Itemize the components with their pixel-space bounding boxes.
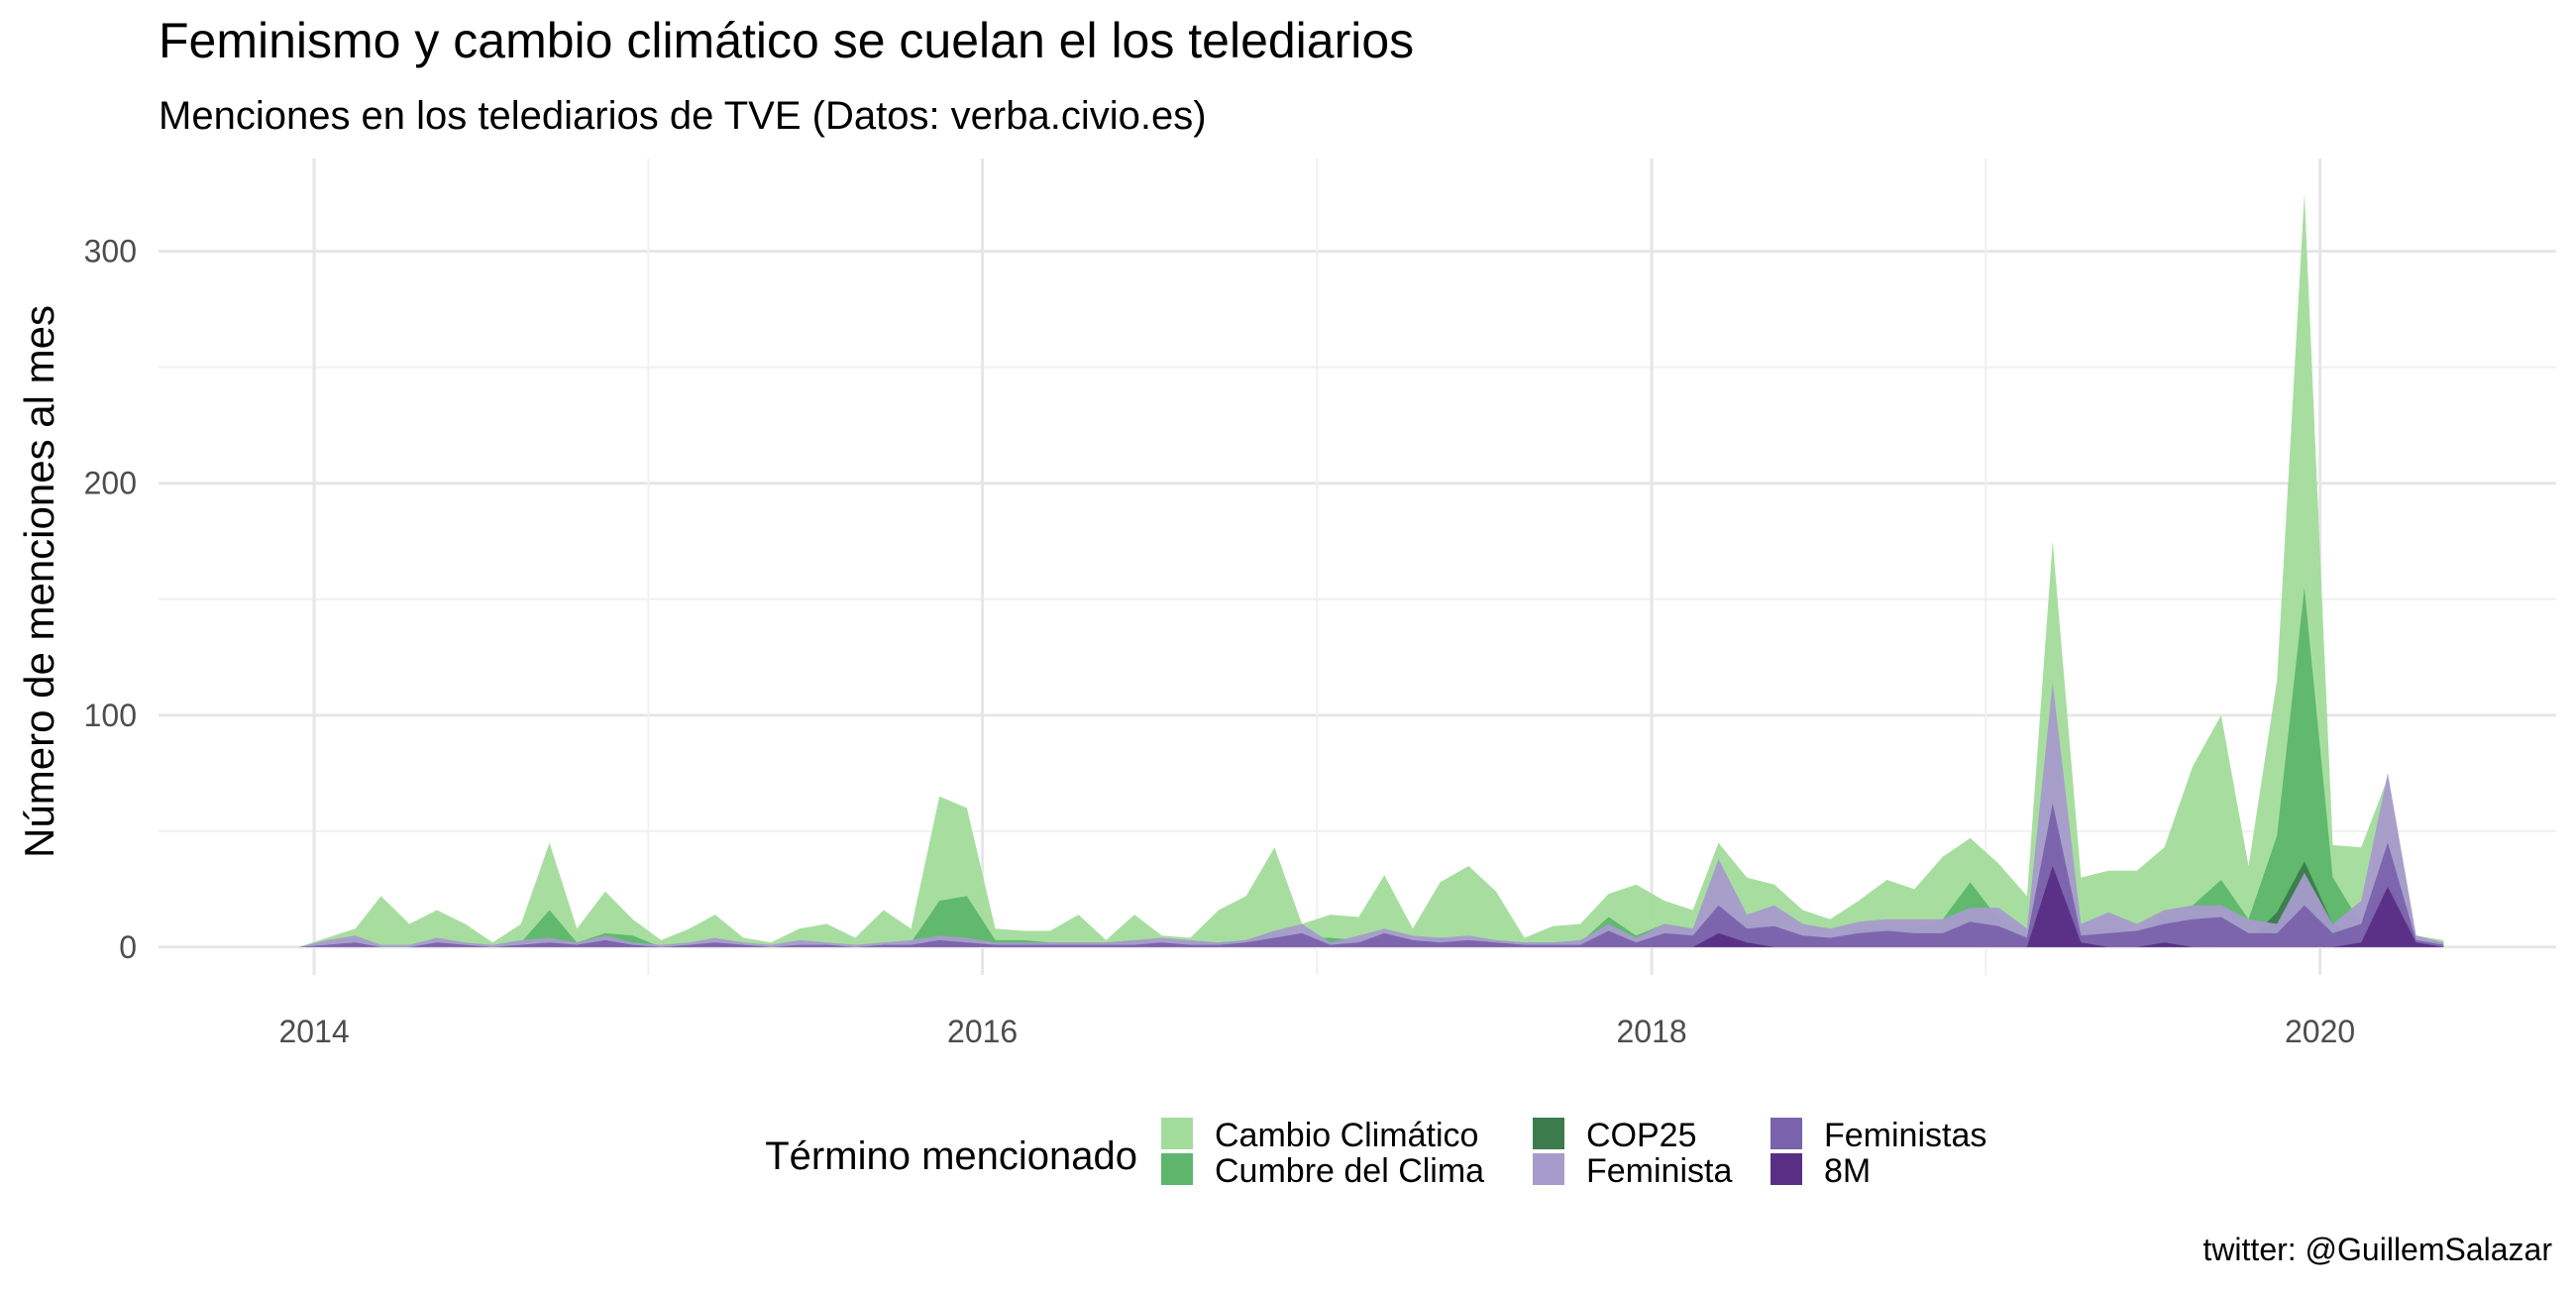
series-areas bbox=[298, 193, 2444, 947]
legend-label-8m: 8M bbox=[1824, 1152, 1871, 1190]
chart-caption: twitter: @GuillemSalazar bbox=[2202, 1232, 2552, 1267]
legend-swatch-cumbre-del-clima bbox=[1161, 1153, 1193, 1185]
x-axis-ticks: 2014 2016 2018 2020 bbox=[278, 1014, 2355, 1049]
legend-swatch-8m bbox=[1771, 1153, 1802, 1185]
y-tick-label: 100 bbox=[84, 698, 137, 733]
x-tick-label: 2020 bbox=[2285, 1014, 2355, 1049]
legend-label-feminista: Feminista bbox=[1586, 1152, 1732, 1190]
legend-title: Término mencionado bbox=[765, 1134, 1137, 1178]
legend-label-cop25: COP25 bbox=[1586, 1117, 1697, 1154]
legend-swatch-feministas bbox=[1771, 1118, 1802, 1149]
legend-swatch-cambio-climatico bbox=[1161, 1118, 1193, 1149]
x-tick-label: 2018 bbox=[1616, 1014, 1686, 1049]
y-tick-label: 200 bbox=[84, 466, 137, 501]
y-axis-label: Número de menciones al mes bbox=[16, 305, 62, 858]
legend-label-cambio-climatico: Cambio Climático bbox=[1215, 1117, 1478, 1154]
x-tick-label: 2014 bbox=[278, 1014, 349, 1049]
chart-title: Feminismo y cambio climático se cuelan e… bbox=[159, 13, 1414, 68]
chart-subtitle: Menciones en los telediarios de TVE (Dat… bbox=[159, 94, 1207, 138]
legend-swatch-cop25 bbox=[1533, 1118, 1564, 1149]
legend-label-feministas: Feministas bbox=[1824, 1117, 1986, 1154]
x-tick-label: 2016 bbox=[947, 1014, 1018, 1049]
legend-label-cumbre-del-clima: Cumbre del Clima bbox=[1215, 1152, 1484, 1190]
area-series-cambio-climatico bbox=[298, 193, 2444, 947]
area-series-feministas bbox=[298, 803, 2444, 947]
y-tick-label: 300 bbox=[84, 234, 137, 269]
y-axis-ticks: 0 100 200 300 bbox=[84, 234, 137, 965]
area-series-feminista bbox=[298, 683, 2444, 947]
legend-swatch-feminista bbox=[1533, 1153, 1564, 1185]
y-tick-label: 0 bbox=[119, 929, 137, 965]
